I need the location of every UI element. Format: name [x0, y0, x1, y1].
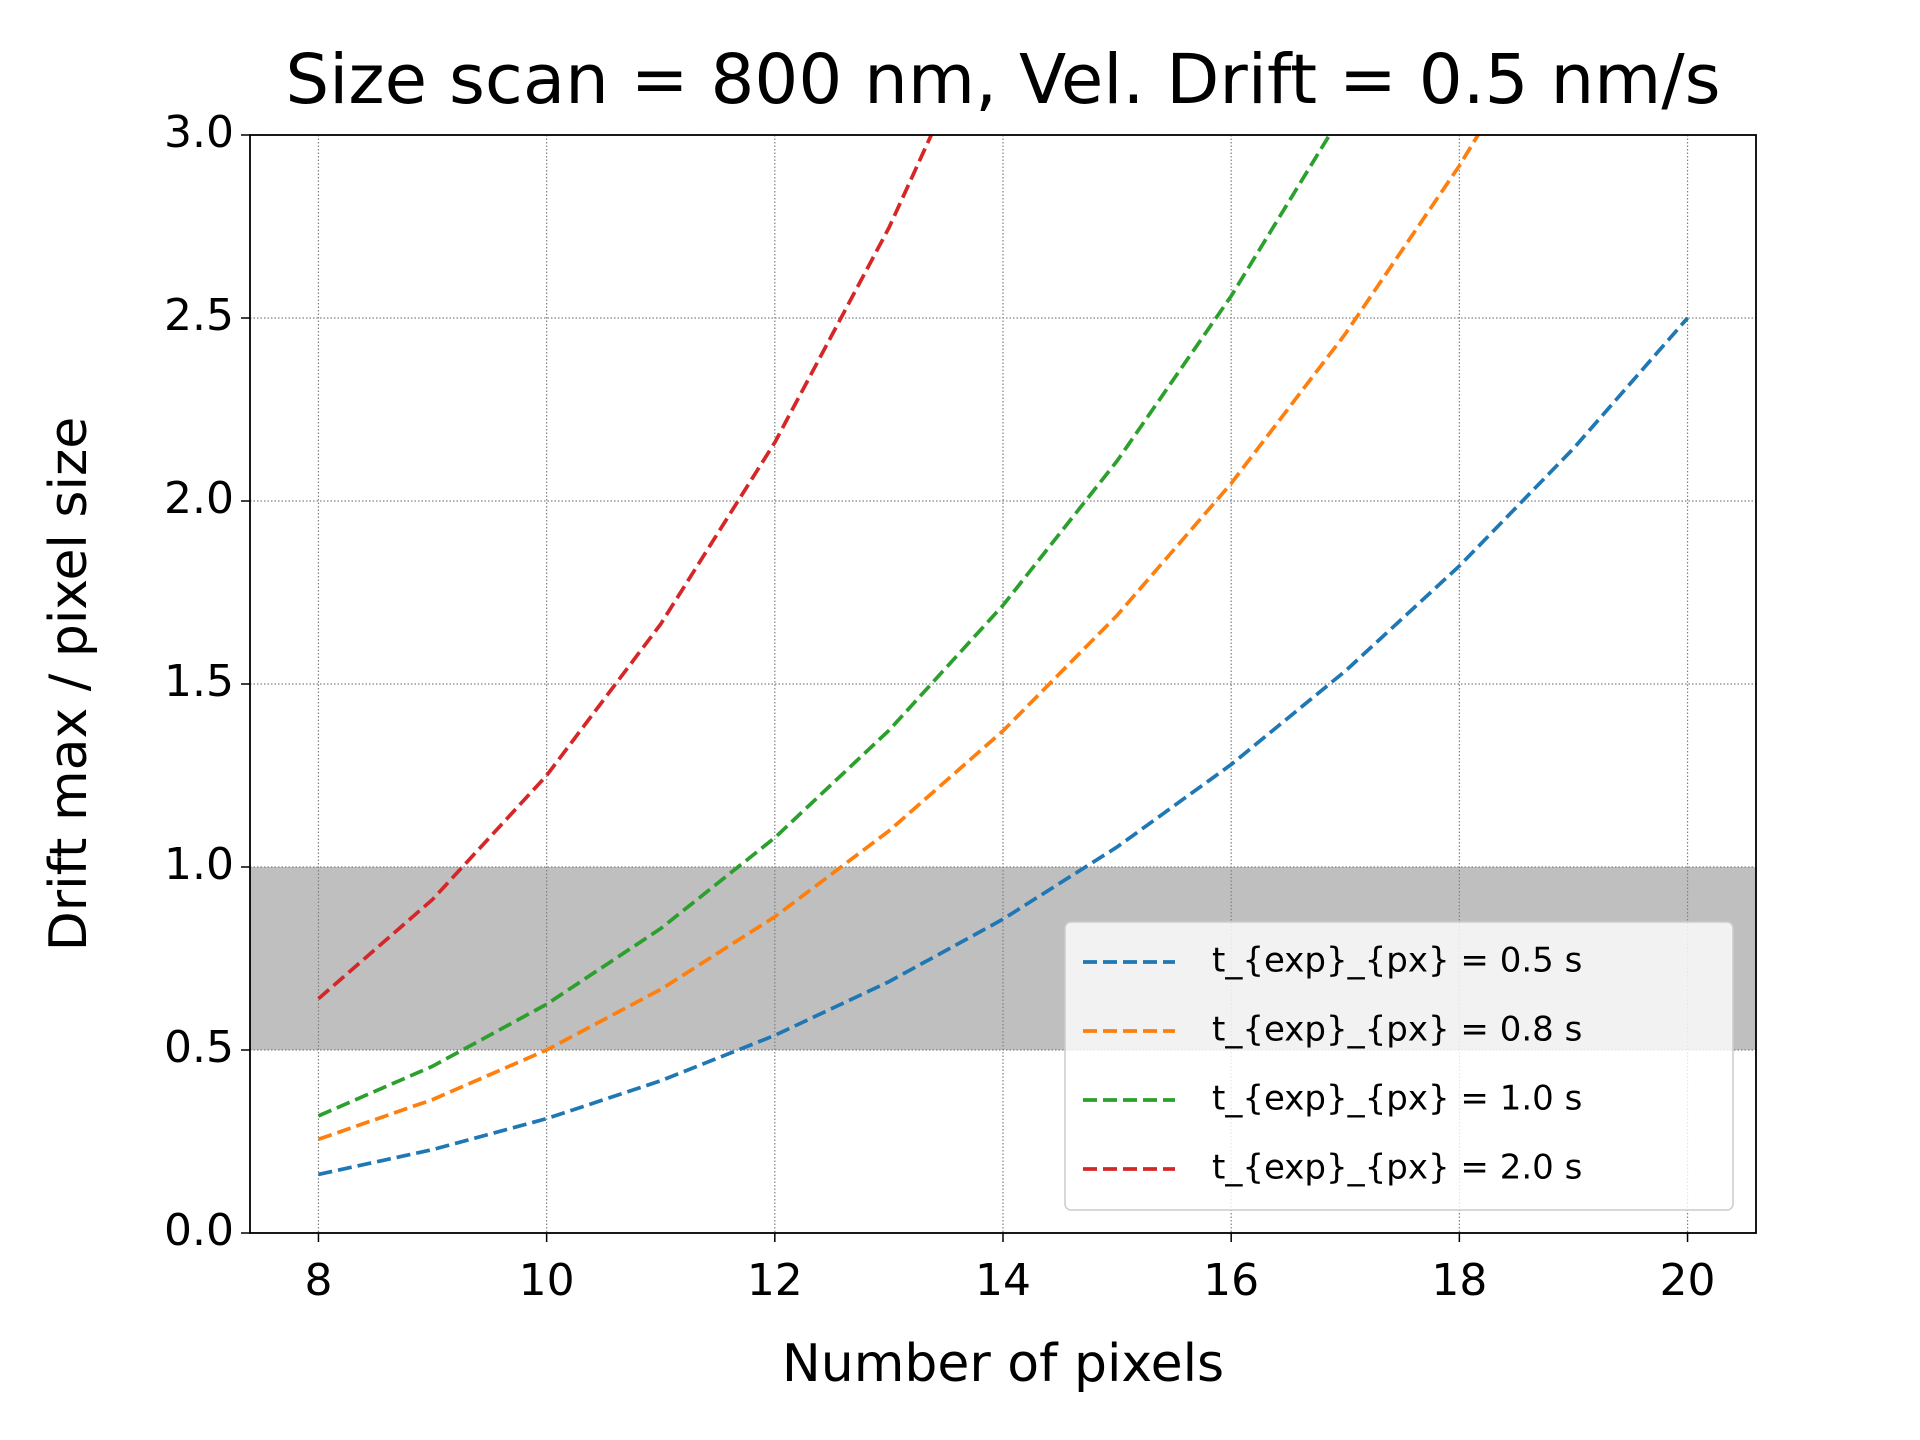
y-tick-label: 0.5	[164, 1022, 234, 1073]
x-tick-label: 8	[304, 1255, 332, 1306]
legend-label: t_{exp}_{px} = 0.5 s	[1212, 941, 1582, 981]
y-tick-label: 1.5	[164, 656, 234, 707]
x-tick-label: 16	[1203, 1255, 1259, 1306]
x-tick-label: 14	[975, 1255, 1031, 1306]
legend-label: t_{exp}_{px} = 1.0 s	[1212, 1079, 1582, 1119]
x-tick-label: 20	[1660, 1255, 1716, 1306]
x-axis-label: Number of pixels	[782, 1334, 1224, 1394]
y-tick-label: 1.0	[164, 839, 234, 890]
series-line	[317, 135, 1332, 1118]
series-line	[317, 135, 1481, 1142]
y-tick-label: 2.5	[164, 290, 234, 341]
x-tick-label: 12	[747, 1255, 803, 1306]
y-tick-label: 2.0	[164, 473, 234, 524]
legend-box	[1064, 921, 1734, 1211]
y-tick-label: 0.0	[164, 1205, 234, 1256]
x-tick-label: 18	[1431, 1255, 1487, 1306]
y-tick-label: 3.0	[164, 107, 234, 158]
overlay: 0.0 0.5 1.0 1.5 2.0 2.5 3.0 8 10 12 14 16 18 20 t_{exp…	[164, 107, 1757, 1306]
x-tick-label: 10	[519, 1255, 575, 1306]
y-axis-label: Drift max / pixel size	[39, 417, 99, 951]
legend-label: t_{exp}_{px} = 0.8 s	[1212, 1010, 1582, 1050]
chart-title: Size scan = 800 nm, Vel. Drift = 0.5 nm/…	[285, 40, 1720, 120]
axes-frame	[249, 134, 1757, 1234]
legend-label: t_{exp}_{px} = 2.0 s	[1212, 1148, 1582, 1188]
series-line	[318, 316, 1689, 1177]
